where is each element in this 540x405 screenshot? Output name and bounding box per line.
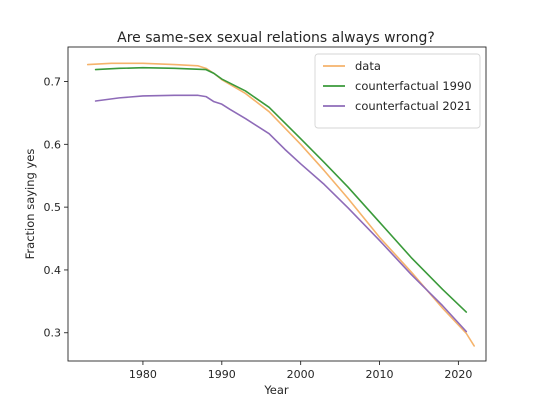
y-tick-label: 0.5: [44, 201, 62, 214]
x-axis-label: Year: [263, 383, 289, 397]
x-tick-label: 2010: [366, 368, 394, 381]
plot-area: [67, 46, 487, 362]
x-tick-label: 1990: [208, 368, 236, 381]
series-line-1: [94, 66, 468, 313]
y-tick-label: 0.7: [44, 76, 62, 89]
legend-label: counterfactual 1990: [355, 79, 472, 93]
series-line-2: [94, 94, 468, 333]
x-tick-label: 1980: [129, 368, 157, 381]
y-axis-label: Fraction saying yes: [23, 149, 37, 260]
chart-title: Are same-sex sexual relations always wro…: [117, 30, 435, 46]
x-axis: 1980 1990 2000 2010 2020: [129, 361, 472, 381]
y-tick-label: 0.6: [44, 138, 62, 151]
series-line-0: [86, 62, 475, 347]
y-tick-label: 0.3: [44, 327, 62, 340]
legend-box: [314, 53, 481, 129]
plot-frame: [67, 46, 487, 362]
legend-label: counterfactual 2021: [355, 99, 472, 113]
legend: data counterfactual 1990 counterfactual 20…: [314, 53, 481, 129]
x-tick-label: 2000: [287, 368, 315, 381]
legend-label: data: [355, 59, 381, 73]
y-tick-label: 0.4: [44, 264, 62, 277]
y-axis: 0.3 0.4 0.5 0.6 0.7: [44, 76, 68, 340]
x-tick-label: 2020: [444, 368, 472, 381]
